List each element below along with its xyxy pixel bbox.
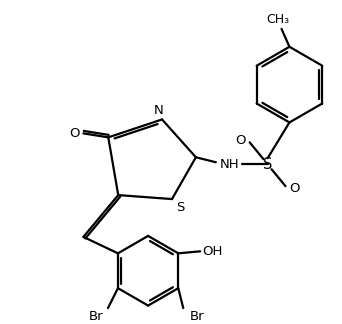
Text: O: O	[235, 134, 246, 147]
Text: S: S	[176, 201, 184, 214]
Text: Br: Br	[89, 309, 103, 322]
Text: CH₃: CH₃	[266, 13, 289, 27]
Text: O: O	[69, 127, 80, 140]
Text: N: N	[154, 104, 164, 117]
Text: NH: NH	[220, 158, 239, 171]
Text: Br: Br	[190, 309, 205, 322]
Text: OH: OH	[202, 245, 222, 258]
Text: O: O	[289, 182, 300, 195]
Text: S: S	[263, 157, 272, 172]
